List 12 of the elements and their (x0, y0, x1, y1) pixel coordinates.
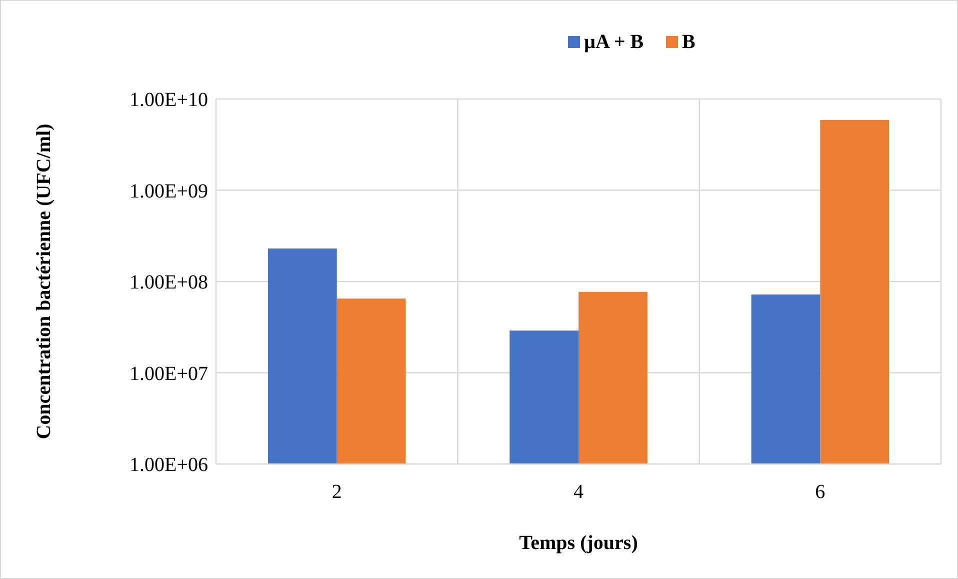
y-tick-label: 1.00E+07 (130, 362, 208, 385)
legend-label: B (682, 31, 696, 53)
legend-label: µA + B (584, 31, 644, 53)
y-tick-label: 1.00E+09 (130, 180, 208, 202)
x-tick-label: 2 (332, 481, 342, 503)
x-tick-label: 4 (574, 481, 584, 503)
x-axis-title: Temps (jours) (519, 532, 638, 554)
x-tick-label: 6 (815, 481, 826, 503)
y-tick-label: 1.00E+10 (130, 89, 208, 111)
y-tick-label: 1.00E+08 (130, 272, 208, 294)
y-axis-title: Concentration bactérienne (UFC/ml) (33, 124, 55, 440)
y-tick-label: 1.00E+06 (130, 454, 208, 476)
